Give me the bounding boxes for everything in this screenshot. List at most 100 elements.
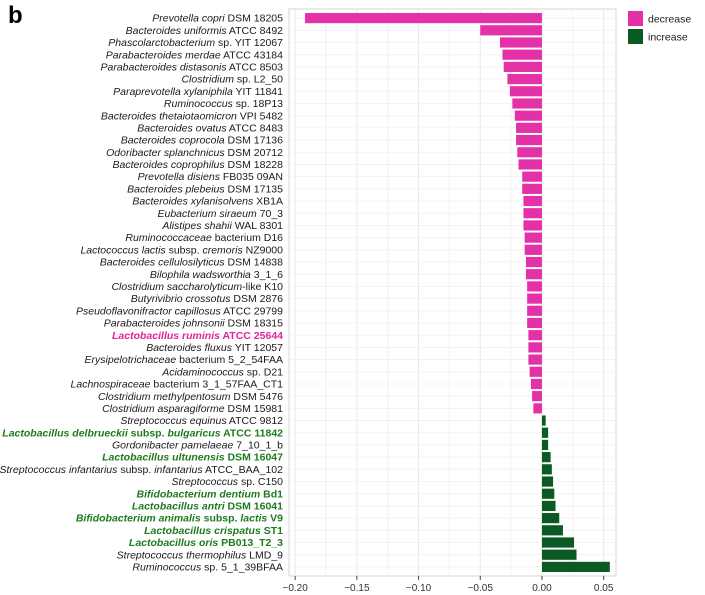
- y-tick-label: Paraprevotella xylaniphila YIT 11841: [113, 86, 283, 98]
- legend-label-increase: increase: [648, 32, 688, 44]
- y-tick-label: Prevotella copri DSM 18205: [152, 13, 283, 25]
- bar: [518, 159, 542, 170]
- y-tick-label: Clostridium asparagiforme DSM 15981: [102, 403, 283, 415]
- bar: [527, 293, 542, 304]
- bar: [541, 476, 554, 487]
- bar: [529, 366, 542, 377]
- y-tick-label: Lactobacillus delbrueckii subsp. bulgari…: [2, 427, 283, 439]
- bar: [541, 464, 552, 475]
- y-tick-label: Pseudoflavonifractor capillosus ATCC 297…: [76, 305, 283, 317]
- bar: [514, 110, 542, 121]
- y-tick-label: Streptococcus infantarius subsp. infanta…: [0, 464, 283, 476]
- bar: [541, 513, 560, 524]
- x-tick-label: −0.20: [283, 583, 309, 594]
- y-tick-label: Lachnospiraceae bacterium 3_1_57FAA_CT1: [71, 379, 284, 391]
- bar: [503, 61, 542, 72]
- bar: [509, 86, 542, 97]
- legend-swatch-decrease: [628, 11, 643, 26]
- bar: [523, 220, 542, 231]
- y-tick-label: Lactobacillus ultunensis DSM 16047: [102, 452, 283, 464]
- y-tick-label: Butyrivibrio crossotus DSM 2876: [131, 293, 283, 305]
- bar: [527, 281, 542, 292]
- bar: [500, 37, 542, 48]
- y-tick-label: Gordonibacter pamelaeae 7_10_1_b: [112, 440, 283, 452]
- bar: [522, 171, 542, 182]
- bar: [530, 378, 542, 390]
- bar: [525, 256, 542, 268]
- bar: [541, 537, 575, 548]
- y-tick-label: Ruminococcus sp. 18P13: [164, 98, 283, 110]
- y-tick-label: Ruminococcaceae bacterium D16: [125, 232, 283, 244]
- bar: [527, 317, 542, 329]
- bar: [524, 244, 542, 255]
- y-tick-label: Lactococcus lactis subsp. cremoris NZ900…: [80, 244, 283, 256]
- y-tick-label: Bacteroides coprophilus DSM 18228: [113, 159, 284, 171]
- bar: [502, 49, 542, 60]
- y-tick-label: Bacteroides uniformis ATCC 8492: [126, 25, 284, 37]
- y-tick-label: Ruminococcus sp. 5_1_39BFAA: [132, 562, 283, 574]
- legend-label-decrease: decrease: [648, 14, 691, 26]
- bar: [533, 403, 542, 414]
- bar: [512, 98, 542, 109]
- y-tick-label: Bacteroides ovatus ATCC 8483: [137, 122, 283, 134]
- x-tick-label: 0.05: [594, 583, 614, 594]
- y-tick-label: Acidaminococcus sp. D21: [161, 366, 283, 378]
- bar: [532, 391, 542, 402]
- bar: [516, 122, 542, 133]
- bar: [541, 500, 556, 512]
- y-tick-label: Clostridium sp. L2_50: [181, 74, 283, 86]
- y-tick-label: Bifidobacterium animalis subsp. lactis V…: [76, 513, 283, 525]
- bar: [541, 561, 610, 572]
- y-tick-label: Bacteroides thetaiotaomicron VPI 5482: [101, 110, 283, 122]
- bar: [480, 25, 542, 36]
- bar: [527, 305, 542, 316]
- bar: [525, 269, 542, 280]
- bar: [516, 134, 542, 146]
- y-tick-label: Streptococcus sp. C150: [172, 476, 284, 488]
- x-axis-ticks: −0.20 −0.15 −0.10 −0.05 0.00 0.05: [283, 576, 614, 594]
- bar: [541, 549, 577, 560]
- panel-label: b: [8, 2, 23, 29]
- x-tick-label: −0.05: [468, 583, 494, 594]
- y-tick-label: Odoribacter splanchnicus DSM 20712: [106, 147, 283, 159]
- x-tick-label: −0.10: [406, 583, 432, 594]
- y-tick-label: Parabacteroides johnsonii DSM 18315: [104, 318, 283, 330]
- plot-area: [288, 8, 617, 577]
- y-tick-label: Erysipelotrichaceae bacterium 5_2_54FAA: [85, 354, 283, 366]
- y-tick-label: Streptococcus thermophilus LMD_9: [117, 549, 284, 561]
- y-tick-label: Clostridium methylpentosum DSM 5476: [98, 391, 283, 403]
- bar: [523, 195, 542, 207]
- bar: [507, 73, 542, 85]
- bar: [541, 452, 551, 463]
- y-tick-label: Lactobacillus ruminis ATCC 25644: [112, 330, 283, 342]
- bar: [528, 354, 542, 365]
- bar: [528, 342, 542, 353]
- y-tick-label: Parabacteroides merdae ATCC 43184: [106, 49, 283, 61]
- bar: [541, 439, 549, 451]
- bars-group: [305, 13, 610, 572]
- y-tick-label: Bacteroides plebeius DSM 17135: [127, 183, 283, 195]
- bar: [524, 232, 542, 243]
- y-tick-label: Bacteroides coprocola DSM 17136: [121, 135, 283, 147]
- y-tick-label: Lactobacillus crispatus ST1: [144, 525, 283, 537]
- y-tick-label: Bacteroides xylanisolvens XB1A: [132, 196, 283, 208]
- bar: [541, 427, 549, 438]
- y-tick-label: Streptococcus equinus ATCC 9812: [120, 415, 283, 427]
- bar: [517, 147, 542, 158]
- grid-lines: [289, 9, 616, 576]
- x-tick-label: 0.00: [532, 583, 552, 594]
- bar: [541, 525, 563, 536]
- y-tick-label: Alistipes shahii WAL 8301: [161, 220, 283, 232]
- y-tick-label: Lactobacillus antri DSM 16041: [132, 501, 283, 513]
- y-tick-label: Bilophila wadsworthia 3_1_6: [150, 269, 283, 281]
- bar: [528, 330, 542, 341]
- y-tick-label: Eubacterium siraeum 70_3: [158, 208, 284, 220]
- bar: [305, 13, 542, 24]
- y-tick-label: Lactobacillus oris PB013_T2_3: [129, 537, 283, 549]
- bar: [541, 488, 555, 499]
- legend-swatch-increase: [628, 29, 643, 44]
- y-tick-label: Bacteroides cellulosilyticus DSM 14838: [100, 257, 283, 269]
- legend: decrease increase: [628, 11, 691, 44]
